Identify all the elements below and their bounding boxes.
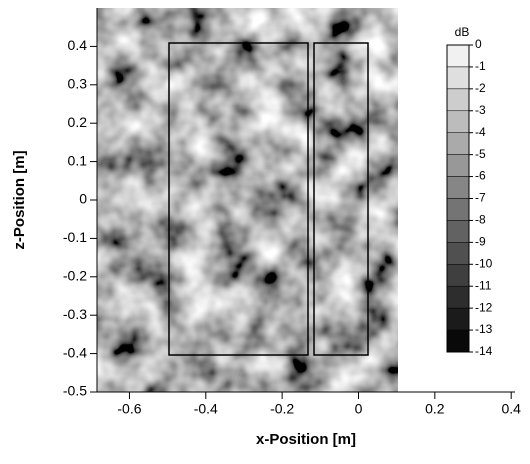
colorbar-band: [446, 220, 470, 243]
colorbar-tick-label: -11: [475, 278, 492, 292]
y-tick-label: 0.2: [68, 114, 88, 130]
colorbar-tick-label: -5: [475, 147, 486, 161]
colorbar-band: [446, 132, 470, 155]
y-tick-label: 0: [79, 191, 87, 207]
y-axis-title: z-Position [m]: [11, 150, 28, 249]
colorbar-tick-label: -4: [475, 125, 486, 139]
colorbar-title: dB: [455, 25, 470, 39]
y-tick-label: 0.3: [68, 76, 88, 92]
colorbar-frame: [446, 44, 470, 353]
x-tick-label: -0.6: [117, 401, 141, 417]
colorbar-band: [446, 66, 470, 90]
x-tick-label: 0.4: [501, 401, 521, 417]
colorbar-tick-label: -6: [475, 169, 486, 183]
colorbar-band: [446, 264, 470, 287]
x-tick-label: 0: [355, 401, 363, 417]
colorbar-tick-label: -2: [475, 81, 486, 95]
colorbar-band: [446, 110, 470, 133]
colorbar-tick-label: -9: [475, 235, 486, 249]
colorbar-tick-label: -10: [475, 256, 493, 270]
outline-box: [313, 42, 369, 356]
colorbar-tick-label: 0: [475, 37, 482, 51]
y-tick-label: -0.5: [63, 383, 87, 399]
colorbar-tick-label: -7: [475, 191, 486, 205]
y-tick-label: -0.4: [63, 344, 87, 360]
colorbar-tick-label: -14: [475, 344, 493, 358]
outline-box: [168, 42, 309, 356]
colorbar-band: [446, 329, 470, 353]
y-tick-label: 0.1: [68, 152, 88, 168]
x-axis-title: x-Position [m]: [256, 431, 356, 448]
x-tick-label: -0.4: [194, 401, 218, 417]
y-tick-label: -0.3: [63, 306, 87, 322]
colorbar-band: [446, 242, 470, 265]
y-tick-label: 0.4: [68, 37, 88, 53]
colorbar-band: [446, 285, 470, 309]
colorbar-tick-label: -13: [475, 322, 493, 336]
colorbar-band: [446, 176, 470, 199]
colorbar-band: [446, 154, 470, 177]
colorbar-tick-label: -3: [475, 103, 486, 117]
colorbar-band: [446, 307, 470, 331]
colorbar-band: [446, 44, 470, 68]
colorbar-band: [446, 198, 470, 221]
colorbar: dB 0 -1 -2 -3 -4 -5 -6 -7 -8 -9 -10 -11 -12 -13 -14: [446, 25, 493, 358]
colorbar-band: [446, 88, 470, 112]
y-tick-label: -0.1: [63, 229, 87, 245]
colorbar-tick-label: -8: [475, 213, 486, 227]
x-tick-label: 0.2: [425, 401, 445, 417]
heatmap-texture: [97, 8, 398, 392]
x-tick-label: -0.2: [270, 401, 294, 417]
colorbar-tick-label: -1: [475, 59, 486, 73]
y-tick-label: -0.2: [63, 268, 87, 284]
colorbar-tick-label: -12: [475, 300, 493, 314]
